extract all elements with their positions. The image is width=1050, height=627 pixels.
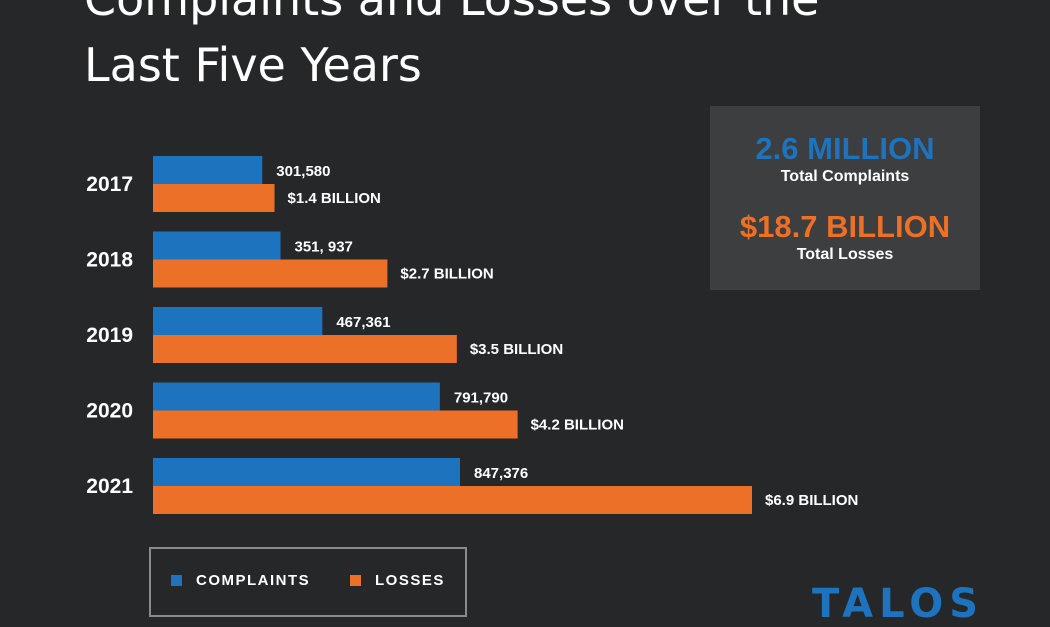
complaints-bar-2017 bbox=[153, 156, 263, 184]
complaints-value-2018: 351, 937 bbox=[295, 239, 353, 256]
legend-swatch-complaints bbox=[171, 575, 182, 586]
totals-panel: 2.6 MILLION Total Complaints $18.7 BILLI… bbox=[710, 106, 980, 290]
total-complaints-value: 2.6 MILLION bbox=[755, 131, 935, 166]
legend-item-losses: LOSSES bbox=[350, 572, 445, 589]
chart-title-line1: Complaints and Losses over the bbox=[84, 0, 984, 32]
losses-bar-2018 bbox=[153, 259, 388, 288]
year-label-2017: 2017 bbox=[86, 173, 133, 196]
complaints-value-2017: 301,580 bbox=[276, 163, 330, 180]
complaints-bar-2018 bbox=[153, 231, 281, 260]
year-label-2018: 2018 bbox=[86, 249, 133, 272]
bar-chart: 2017 301,580 $1.4 BILLION 2018 351, 937 $2.7 … bbox=[86, 156, 858, 514]
losses-value-2021: $6.9 BILLION bbox=[765, 492, 858, 509]
losses-value-2018: $2.7 BILLION bbox=[400, 266, 493, 283]
total-losses-value: $18.7 BILLION bbox=[739, 209, 951, 244]
complaints-bar-2021 bbox=[153, 458, 460, 486]
talos-logo: TALOS bbox=[812, 581, 985, 627]
complaints-bar-2020 bbox=[153, 382, 440, 411]
chart-legend: COMPLAINTS LOSSES bbox=[149, 547, 467, 617]
losses-value-2017: $1.4 BILLION bbox=[288, 190, 381, 207]
complaints-value-2020: 791,790 bbox=[454, 390, 508, 407]
legend-swatch-losses bbox=[350, 575, 361, 586]
complaints-bar-2019 bbox=[153, 307, 323, 335]
year-label-2021: 2021 bbox=[86, 475, 133, 498]
total-losses-label: Total Losses bbox=[796, 246, 894, 263]
year-label-2020: 2020 bbox=[86, 400, 133, 423]
chart-title-line2: Last Five Years bbox=[84, 38, 422, 92]
chart-title: Complaints and Losses over the Last Five… bbox=[84, 0, 984, 98]
losses-bar-2021 bbox=[153, 486, 752, 514]
legend-label-complaints: COMPLAINTS bbox=[196, 572, 311, 589]
year-label-2019: 2019 bbox=[86, 324, 133, 347]
losses-value-2020: $4.2 BILLION bbox=[531, 417, 624, 434]
losses-bar-2020 bbox=[153, 410, 518, 439]
complaints-value-2021: 847,376 bbox=[474, 465, 528, 482]
losses-bar-2017 bbox=[153, 184, 275, 212]
losses-value-2019: $3.5 BILLION bbox=[470, 341, 563, 358]
total-complaints-label: Total Complaints bbox=[780, 168, 910, 185]
losses-bar-2019 bbox=[153, 335, 457, 363]
complaints-value-2019: 467,361 bbox=[336, 314, 390, 331]
legend-item-complaints: COMPLAINTS bbox=[171, 572, 310, 589]
legend-label-losses: LOSSES bbox=[375, 572, 445, 589]
